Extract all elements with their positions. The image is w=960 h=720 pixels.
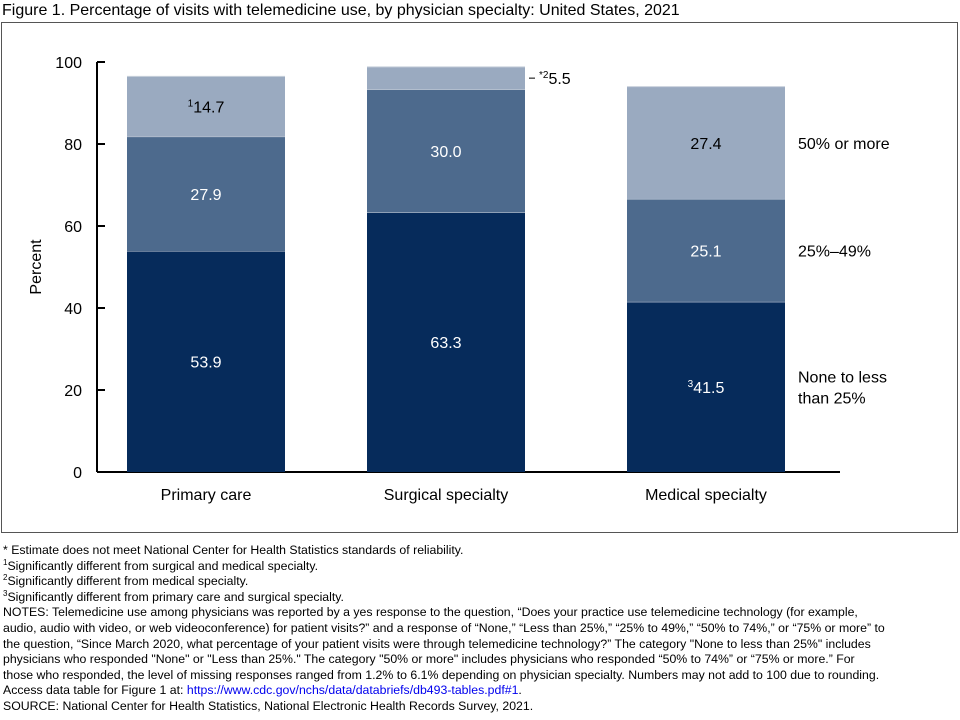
notes-line: NOTES: Telemedicine use among physicians… <box>3 605 858 620</box>
y-tick-label: 20 <box>64 383 82 400</box>
data-label: 27.9 <box>190 187 221 204</box>
y-tick-label: 100 <box>55 55 82 72</box>
data-label: 25.1 <box>690 243 721 260</box>
stacked-bar-chart: Percent 0 20 40 60 80 100 53.9 27.9 114.7 Primary… <box>28 55 890 504</box>
bar-segment <box>627 198 785 302</box>
data-table-link[interactable]: https://www.cdc.gov/nchs/data/databriefs… <box>186 683 519 698</box>
bar-segment <box>127 136 285 252</box>
footnote-star: * Estimate does not meet National Center… <box>3 543 464 557</box>
x-category-label: Surgical specialty <box>384 487 509 504</box>
y-tick-label: 0 <box>73 465 82 482</box>
legend-label: 50% or more <box>798 136 890 153</box>
source-line: SOURCE: National Center for Health Stati… <box>3 698 534 713</box>
figure-title: Figure 1. Percentage of visits with tele… <box>2 2 680 19</box>
bar-segment <box>627 86 785 199</box>
data-label: *25.5 <box>539 70 571 88</box>
data-label: 341.5 <box>688 379 725 397</box>
access-line: Access data table for Figure 1 at: https… <box>3 683 958 699</box>
y-tick-label: 60 <box>64 219 82 236</box>
access-prefix: Access data table for Figure 1 at: <box>3 683 187 698</box>
data-label: 114.7 <box>188 98 225 116</box>
footnote-2: 2Significantly different from medical sp… <box>3 573 249 589</box>
footnote-1-text: Significantly different from surgical an… <box>7 558 318 573</box>
x-category-label: Primary care <box>161 487 252 504</box>
bar-segment <box>367 66 525 90</box>
footnote-3-text: Significantly different from primary car… <box>7 589 344 604</box>
footnotes: * Estimate does not meet National Center… <box>3 543 958 715</box>
bar-segment <box>627 301 785 472</box>
data-label: 53.9 <box>190 355 221 372</box>
legend-label: None to less <box>798 369 887 386</box>
data-label: 63.3 <box>430 335 461 352</box>
notes-line: the question, “Since March 2020, what pe… <box>3 636 871 651</box>
legend-label: 25%–49% <box>798 243 871 260</box>
x-category-label: Medical specialty <box>645 487 767 504</box>
notes-line: audio, audio with video, or web videocon… <box>3 620 885 635</box>
y-tick-label: 80 <box>64 137 82 154</box>
notes-line: those who responded, the level of missin… <box>3 667 880 682</box>
y-axis-label: Percent <box>28 239 45 295</box>
bar-segment <box>367 212 525 472</box>
bar-segment <box>127 251 285 472</box>
legend-label: than 25% <box>798 390 866 407</box>
access-suffix: . <box>518 683 522 698</box>
bar-segment <box>367 89 525 213</box>
footnote-3: 3Significantly different from primary ca… <box>3 588 344 604</box>
chart-frame <box>1 22 958 533</box>
footnote-1: 1Significantly different from surgical a… <box>3 557 318 573</box>
data-label: 30.0 <box>430 144 461 161</box>
footnote-2-text: Significantly different from medical spe… <box>7 574 249 589</box>
data-label: 27.4 <box>690 136 721 153</box>
y-tick-label: 40 <box>64 301 82 318</box>
bar-segment <box>127 76 285 137</box>
notes-line: physicians who responded "None" or "Less… <box>3 652 855 667</box>
